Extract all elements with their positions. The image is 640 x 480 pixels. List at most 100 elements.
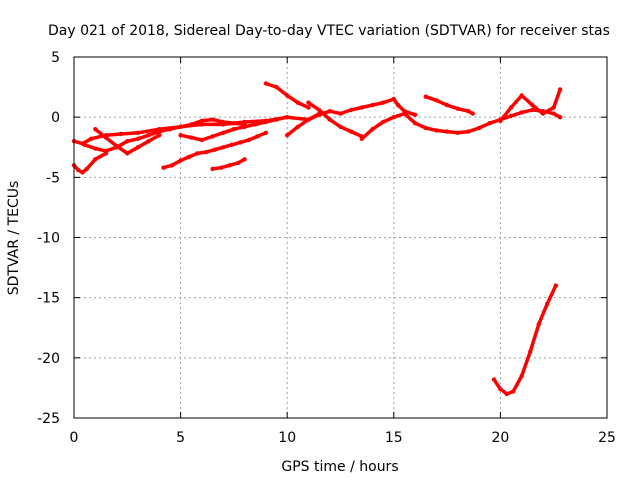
data-point — [455, 106, 460, 111]
data-point — [135, 130, 141, 135]
y-tick-label: 5 — [51, 50, 60, 66]
data-point — [380, 100, 386, 105]
data-point — [295, 100, 301, 105]
data-point — [349, 129, 354, 134]
data-point — [93, 127, 98, 132]
data-point — [423, 94, 428, 99]
data-point — [114, 143, 119, 149]
data-point — [391, 115, 396, 120]
data-point — [82, 142, 87, 147]
data-point — [285, 115, 290, 120]
data-point — [118, 131, 124, 137]
data-point — [498, 386, 503, 392]
data-point — [210, 166, 215, 172]
data-point — [540, 111, 546, 116]
data-point — [519, 373, 524, 379]
data-point — [402, 111, 407, 116]
data-point — [434, 98, 439, 103]
data-point — [221, 119, 226, 125]
data-point — [93, 157, 98, 162]
data-point — [274, 84, 279, 90]
data-point — [103, 135, 109, 140]
data-point — [210, 117, 215, 122]
series-line-arc-11 — [360, 108, 562, 141]
data-point — [487, 121, 492, 126]
data-point — [359, 136, 364, 141]
data-point — [189, 135, 194, 140]
data-point — [199, 137, 205, 143]
data-point — [238, 140, 243, 145]
data-point — [263, 81, 269, 86]
y-axis-label: SDTVAR / TECUs — [6, 181, 22, 296]
ticks — [73, 56, 608, 419]
x-axis-label: GPS time / hours — [281, 459, 398, 475]
data-point — [476, 125, 482, 131]
data-point — [370, 127, 375, 132]
data-point — [553, 283, 558, 288]
data-point — [551, 111, 556, 116]
data-point — [246, 137, 251, 143]
x-tick-label: 10 — [278, 430, 296, 446]
data-point — [536, 321, 541, 327]
data-point — [253, 122, 258, 127]
y-tick-label: -5 — [46, 170, 60, 186]
data-point — [327, 109, 332, 114]
data-point — [285, 93, 290, 98]
x-tick-label: 5 — [176, 430, 185, 446]
series-layer — [71, 81, 563, 397]
data-point — [519, 93, 524, 98]
data-point — [125, 151, 130, 156]
data-point — [231, 127, 237, 132]
data-point — [530, 107, 535, 113]
data-point — [423, 125, 428, 131]
data-point — [186, 154, 192, 160]
data-point — [93, 146, 98, 151]
data-point — [255, 134, 260, 139]
data-point — [466, 129, 471, 134]
data-point — [204, 149, 209, 155]
data-point — [545, 301, 550, 306]
data-point — [231, 121, 237, 126]
data-point — [135, 136, 141, 141]
data-point — [125, 139, 130, 144]
data-point — [491, 377, 497, 382]
data-point — [88, 136, 94, 141]
y-tick-label: -10 — [37, 231, 60, 247]
tick-labels: 0 5 10 15 20 25 5 0 -5 -10 -15 -20 -25 — [37, 50, 616, 446]
data-point — [221, 130, 226, 135]
data-point — [167, 127, 173, 132]
data-point — [519, 110, 524, 115]
y-tick-label: -15 — [37, 291, 60, 307]
data-point — [157, 129, 162, 134]
data-point — [178, 124, 183, 129]
data-point — [178, 158, 183, 163]
data-point — [229, 142, 234, 147]
data-point — [370, 102, 375, 108]
data-point — [508, 105, 514, 110]
data-point — [504, 391, 509, 397]
data-point — [306, 117, 311, 122]
x-tick-label: 25 — [598, 430, 616, 446]
data-point — [80, 170, 85, 175]
data-point — [169, 163, 175, 168]
data-point — [306, 105, 311, 110]
data-point — [236, 160, 241, 166]
data-point — [306, 100, 311, 105]
data-point — [557, 115, 563, 120]
data-point — [242, 124, 247, 129]
data-point — [199, 122, 205, 127]
data-point — [551, 105, 556, 110]
y-tick-label: -25 — [37, 411, 60, 427]
data-point — [528, 349, 533, 354]
data-point — [380, 119, 386, 125]
data-point — [466, 109, 471, 114]
data-point — [103, 148, 109, 154]
data-point — [349, 107, 354, 113]
data-point — [470, 111, 475, 116]
data-point — [263, 130, 269, 135]
data-point — [498, 118, 503, 124]
data-point — [530, 102, 535, 108]
data-point — [557, 87, 563, 92]
data-point — [412, 112, 418, 118]
